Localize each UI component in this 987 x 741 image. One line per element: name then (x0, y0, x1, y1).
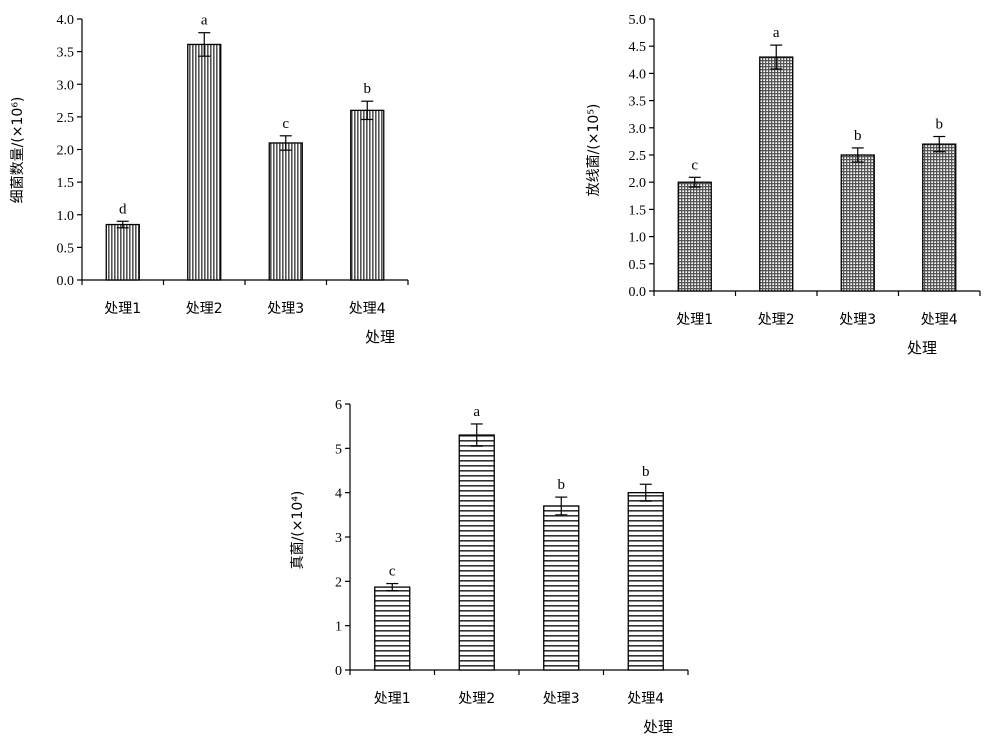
y-tick-label: 6 (335, 398, 342, 413)
y-tick-label: 0.0 (57, 274, 75, 289)
y-tick-label: 3.0 (629, 122, 647, 137)
x-category-label: 处理1 (374, 691, 411, 707)
bar-2 (458, 434, 495, 671)
y-tick-label: 4 (335, 487, 342, 502)
x-axis-title: 处理 (907, 339, 937, 357)
y-tick-label: 4.5 (629, 40, 647, 55)
bar-4 (350, 109, 385, 281)
x-category-label: 处理1 (104, 301, 141, 317)
y-tick-label: 4.0 (57, 13, 75, 28)
y-tick-label: 3.0 (57, 78, 75, 93)
bar-1 (677, 181, 712, 292)
y-tick-label: 4.0 (629, 67, 647, 82)
significance-label: b (364, 81, 372, 97)
significance-label: b (854, 128, 862, 144)
y-tick-label: 2.5 (629, 149, 647, 164)
bar-4 (627, 492, 664, 671)
y-tick-label: 5 (335, 442, 342, 457)
y-tick-label: 2.0 (629, 176, 647, 191)
y-axis-title: 放线菌/(×10⁵) (586, 104, 602, 197)
significance-label: b (936, 117, 944, 133)
y-axis-title: 真菌/(×10⁴) (290, 491, 306, 570)
x-category-label: 处理2 (758, 312, 795, 328)
y-tick-label: 0.0 (629, 285, 647, 300)
y-tick-label: 3 (335, 531, 342, 546)
y-tick-label: 3.5 (629, 95, 647, 110)
y-tick-label: 0.5 (629, 258, 647, 273)
chart-panel-1: 0.0 0.5 1.0 1.5 2.0 2.5 3.0 3.5 4.0 d 处理1 a 处理2 c 处理3 b… (10, 13, 409, 346)
y-tick-label: 1.5 (57, 176, 75, 191)
y-tick-label: 2.5 (57, 111, 75, 126)
significance-label: c (691, 157, 698, 173)
significance-label: c (282, 116, 289, 132)
x-axis-title: 处理 (643, 718, 673, 736)
x-category-label: 处理4 (921, 312, 958, 328)
y-tick-label: 1.5 (629, 203, 647, 218)
bar-3 (543, 505, 580, 671)
x-category-label: 处理3 (839, 312, 876, 328)
bar-4 (922, 143, 957, 292)
y-tick-label: 3.5 (57, 46, 75, 61)
y-tick-label: 1.0 (629, 231, 647, 246)
y-axis-title: 细菌数量/(×10⁶) (10, 97, 26, 204)
significance-label: b (558, 477, 566, 493)
bar-1 (374, 586, 411, 671)
chart-panel-2: 0.0 0.5 1.0 1.5 2.0 2.5 3.0 3.5 4.0 4.5 5.0 c 处理1 a 处理… (586, 13, 981, 357)
x-category-label: 处理3 (267, 301, 304, 317)
x-category-label: 处理2 (186, 301, 223, 317)
y-tick-label: 0 (335, 664, 342, 679)
x-category-label: 处理4 (627, 691, 664, 707)
chart-panel-3: 0 1 2 3 4 5 6 c 处理1 a 处理2 b 处理3 b 处理4 处理 真菌/(×10⁴) (290, 398, 689, 736)
bar-1 (105, 223, 140, 281)
y-tick-label: 1 (335, 620, 342, 635)
significance-label: a (201, 13, 208, 29)
y-tick-label: 2 (335, 575, 342, 590)
x-category-label: 处理3 (543, 691, 580, 707)
x-category-label: 处理1 (676, 312, 713, 328)
y-tick-label: 0.5 (57, 241, 75, 256)
bar-3 (840, 154, 875, 292)
significance-label: c (389, 564, 396, 580)
x-category-label: 处理4 (349, 301, 386, 317)
x-axis-title: 处理 (365, 328, 395, 346)
significance-label: b (642, 464, 650, 480)
significance-label: a (773, 25, 780, 41)
y-tick-label: 2.0 (57, 144, 75, 159)
significance-label: d (119, 201, 127, 217)
bar-3 (268, 142, 303, 281)
y-tick-label: 5.0 (629, 13, 647, 28)
x-category-label: 处理2 (458, 691, 495, 707)
bar-2 (187, 43, 222, 281)
significance-label: a (473, 404, 480, 420)
bar-2 (759, 56, 794, 292)
y-tick-label: 1.0 (57, 209, 75, 224)
